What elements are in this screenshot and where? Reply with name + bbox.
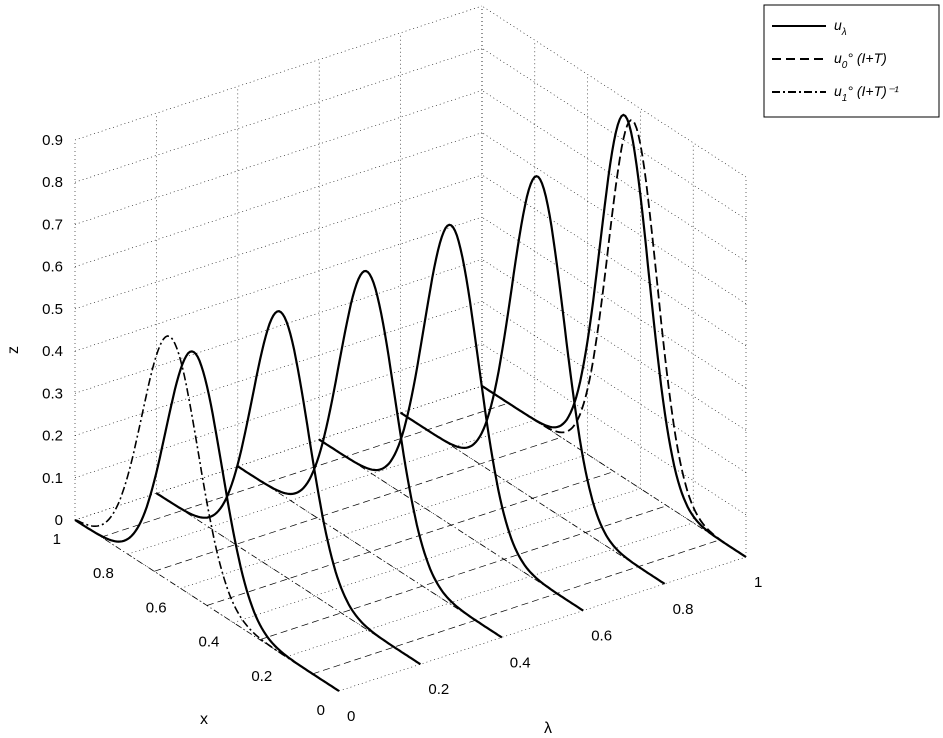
z-tick-label: 0.1 bbox=[42, 470, 63, 487]
side-wall-grid-line bbox=[481, 174, 747, 347]
legend-label: u1° (I+T)⁻¹ bbox=[834, 83, 899, 104]
grid-lines bbox=[74, 5, 747, 692]
back-wall-grid-line bbox=[74, 47, 483, 183]
z-tick-label: 0.9 bbox=[42, 132, 63, 149]
back-wall-grid-line bbox=[74, 216, 483, 352]
cross-guide-line bbox=[101, 402, 509, 538]
solution-curve-1 bbox=[155, 310, 421, 666]
x-axis-label: x bbox=[200, 711, 208, 728]
back-wall-grid-line bbox=[74, 259, 483, 394]
transform-curve bbox=[481, 119, 747, 558]
legend-box bbox=[763, 4, 940, 118]
legend-label: u0° (I+T) bbox=[834, 50, 887, 71]
lambda-tick-label: 0.2 bbox=[428, 681, 449, 698]
z-tick-label: 0.8 bbox=[42, 174, 63, 191]
cross-guide-line bbox=[312, 539, 720, 675]
slice-curves bbox=[74, 113, 747, 692]
z-tick-label: 0.6 bbox=[42, 259, 63, 276]
z-axis-label: z bbox=[5, 346, 22, 354]
floor-grid-line bbox=[286, 522, 694, 658]
lambda-tick-label: 0.4 bbox=[510, 654, 531, 671]
legend: uλ u0° (I+T) u1° (I+T)⁻¹ bbox=[763, 4, 940, 118]
floor-grid-line bbox=[127, 419, 535, 555]
z-tick-label: 0.4 bbox=[42, 343, 63, 360]
solution-curve-4 bbox=[400, 175, 666, 585]
x-tick-label: 0 bbox=[317, 702, 325, 719]
z-tick-label: 0 bbox=[55, 512, 63, 529]
side-wall-grid-line bbox=[481, 132, 747, 304]
solution-curve-5 bbox=[481, 113, 747, 558]
x-tick-label: 0.4 bbox=[199, 634, 220, 651]
cross-guide-line bbox=[154, 436, 562, 572]
x-tick-label: 0.2 bbox=[251, 668, 272, 685]
lambda-tick-label: 0.8 bbox=[673, 601, 694, 618]
side-wall-grid-line bbox=[481, 343, 747, 516]
x-tick-label: 0.8 bbox=[93, 565, 114, 582]
solution-curve-2 bbox=[237, 269, 503, 639]
inverse-transform-curve bbox=[74, 335, 340, 692]
lambda-tick-label: 1 bbox=[754, 574, 762, 591]
cross-guide-line bbox=[259, 505, 667, 641]
back-wall-grid-line bbox=[74, 132, 483, 267]
side-wall-grid-line bbox=[481, 216, 747, 389]
side-wall-grid-line bbox=[481, 259, 747, 431]
z-tick-label: 0.2 bbox=[42, 428, 63, 445]
back-wall-grid-line bbox=[74, 174, 483, 310]
lambda-axis-label: λ bbox=[544, 720, 552, 737]
z-tick-label: 0.3 bbox=[42, 385, 63, 402]
floor-grid-line bbox=[233, 488, 641, 623]
side-wall-grid-line bbox=[481, 47, 747, 220]
side-wall-grid-line bbox=[481, 90, 747, 262]
legend-label: uλ bbox=[834, 17, 847, 38]
slice-guide-lines bbox=[74, 385, 747, 692]
back-wall-grid-line bbox=[74, 385, 483, 521]
side-wall-grid-line bbox=[481, 5, 747, 178]
floor-grid-line bbox=[338, 556, 747, 692]
back-wall-grid-line bbox=[74, 301, 483, 436]
x-tick-label: 0.6 bbox=[146, 599, 167, 616]
side-wall-grid-line bbox=[481, 301, 747, 473]
lambda-tick-label: 0.6 bbox=[591, 628, 612, 645]
solution-curve-3 bbox=[318, 223, 584, 612]
lambda-tick-label: 0 bbox=[347, 708, 355, 725]
z-tick-label: 0.7 bbox=[42, 216, 63, 233]
back-wall-grid-line bbox=[74, 90, 483, 225]
x-tick-label: 1 bbox=[53, 531, 61, 548]
back-wall-grid-line bbox=[74, 5, 483, 141]
z-tick-label: 0.5 bbox=[42, 301, 63, 318]
cross-guide-line bbox=[206, 471, 615, 606]
tick-labels: 0 0.1 0.2 0.3 0.4 0.5 0.6 0.7 0.8 0.9 0 0.2 0.4 0.6 0.… bbox=[42, 132, 762, 725]
